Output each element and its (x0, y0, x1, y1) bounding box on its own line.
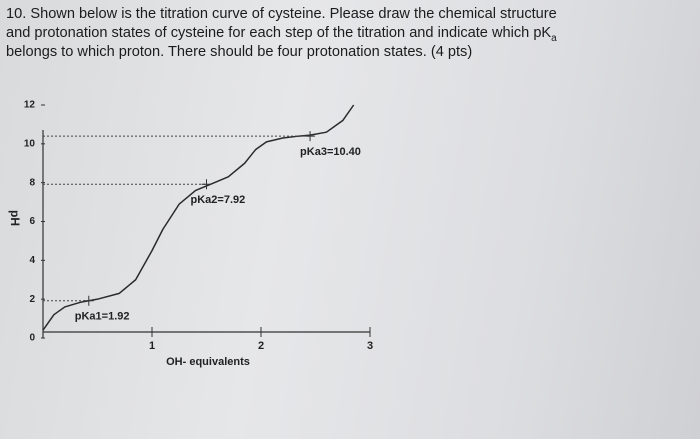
y-tick-label: 10 (24, 138, 36, 149)
question-line: and protonation states of cysteine for e… (6, 25, 557, 44)
question-line: belongs to which proton. There should be… (6, 44, 473, 60)
y-tick-label: 0 (29, 333, 35, 344)
y-tick-label: 4 (29, 255, 35, 266)
x-axis-label: OH- equivalents (166, 356, 250, 368)
x-tick-label: 3 (367, 340, 373, 352)
question-line: 10. Shown below is the titration curve o… (6, 6, 557, 22)
y-tick-label: 2 (29, 294, 35, 305)
x-tick-label: 2 (258, 340, 264, 352)
question-text: and protonation states of cysteine for e… (6, 25, 552, 41)
y-axis-label: pH (8, 210, 22, 226)
subscript: a (551, 32, 557, 44)
pka-marker (201, 179, 212, 190)
pka-label: pKa3=10.40 (300, 146, 361, 158)
y-tick-label: 6 (29, 216, 35, 227)
pka-label: pKa2=7.92 (191, 194, 246, 206)
y-tick-label: 12 (24, 100, 36, 111)
pka-marker (83, 295, 94, 306)
pka-marker (305, 131, 316, 142)
x-tick-label: 1 (149, 340, 155, 352)
pka-label: pKa1=1.92 (75, 311, 130, 323)
titration-curve (42, 104, 355, 331)
y-tick-label: 8 (29, 177, 35, 188)
